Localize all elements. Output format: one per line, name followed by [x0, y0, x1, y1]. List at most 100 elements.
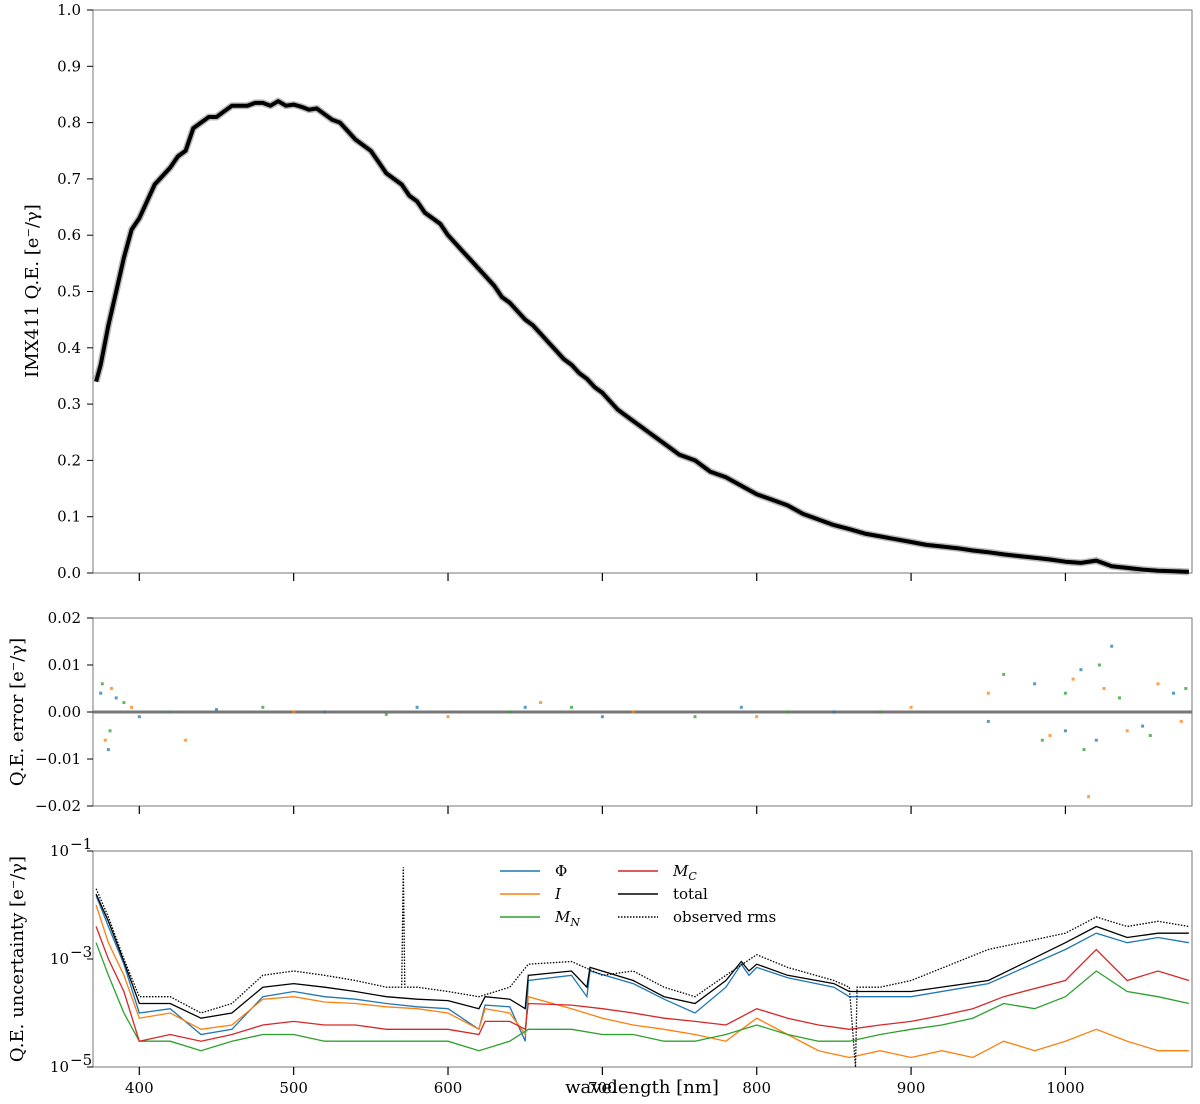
top-panel-ytick-label: 0.6 — [57, 226, 81, 244]
middle-panel-point-0-15 — [1094, 738, 1098, 742]
middle-panel-point-2-16 — [1118, 696, 1121, 700]
top-panel-ytick-label: 1.0 — [57, 1, 81, 19]
top-panel-frame — [92, 9, 1193, 574]
middle-panel-point-2-15 — [1097, 663, 1101, 667]
bottom-panel-xtick-label: 500 — [279, 1079, 308, 1097]
middle-panel-point-0-17 — [1141, 724, 1145, 728]
middle-panel-point-1-0 — [103, 738, 107, 742]
middle-panel-point-0-18 — [1172, 691, 1175, 695]
legend-label-4: total — [673, 885, 708, 903]
top-panel-ytick-label: 0.8 — [57, 114, 81, 132]
top-panel-ytick-label: 0.7 — [57, 170, 81, 188]
middle-panel-point-0-1 — [106, 748, 110, 752]
bottom-panel-xtick-label: 900 — [897, 1079, 926, 1097]
middle-panel-point-0-7 — [523, 705, 527, 709]
middle-panel-point-0-0 — [99, 691, 103, 695]
middle-panel-point-2-18 — [1184, 687, 1188, 690]
top-panel-ytick-label: 0.4 — [57, 339, 81, 357]
bottom-panel-series-5 — [95, 867, 1190, 1068]
middle-panel-point-2-1 — [108, 729, 112, 733]
top-panel-ytick-label: 0.1 — [57, 508, 81, 526]
top-panel-series-layer — [92, 97, 1190, 576]
middle-panel-ytick-label: −0.01 — [35, 750, 81, 768]
bottom-panel-series-1 — [95, 904, 1189, 1059]
middle-panel-point-0-3 — [137, 715, 141, 719]
middle-panel-point-2-9 — [786, 710, 790, 714]
bottom-panel-xtick-label: 700 — [588, 1079, 617, 1097]
middle-panel-point-0-10 — [832, 710, 836, 714]
top-panel-ytick-label: 0.5 — [57, 283, 81, 301]
middle-panel-point-0-8 — [600, 715, 604, 719]
middle-panel-point-1-8 — [755, 715, 759, 719]
middle-panel-point-2-6 — [508, 710, 512, 714]
middle-panel-point-2-3 — [168, 710, 172, 714]
middle-panel-point-2-7 — [570, 705, 573, 709]
middle-panel-point-0-13 — [1063, 729, 1067, 733]
middle-panel-point-1-6 — [539, 701, 543, 705]
middle-panel-point-1-14 — [1102, 687, 1106, 690]
middle-panel-point-1-17 — [1179, 719, 1183, 723]
middle-panel-ytick-label: 0.01 — [48, 656, 81, 674]
top-panel: 0.0 0.1 0.2 0.3 0.4 0.5 0.6 0.7 0.8 0.9 1.0 IMX411… — [22, 1, 1193, 582]
top-panel-ytick-label: 0.2 — [57, 451, 81, 469]
middle-panel-point-1-11 — [1048, 734, 1052, 737]
top-panel-series-shadow — [92, 97, 1190, 576]
middle-panel-series-layer — [93, 644, 1192, 799]
bottom-panel-series-layer — [95, 867, 1190, 1068]
top-panel-ytick-label: 0.3 — [57, 395, 81, 413]
middle-panel-ytick-label: 0.00 — [48, 703, 81, 721]
middle-panel-point-0-11 — [986, 719, 990, 723]
top-panel-ylabel: IMX411 Q.E. [e⁻/γ] — [22, 204, 43, 378]
middle-panel-point-0-5 — [323, 710, 326, 714]
middle-panel-point-0-12 — [1033, 682, 1037, 686]
middle-panel-point-0-9 — [739, 705, 743, 709]
middle-panel-point-0-4 — [215, 708, 218, 712]
middle-panel-point-2-2 — [122, 701, 126, 705]
bottom-panel-series-4 — [95, 893, 1189, 1019]
bottom-panel-series-0 — [95, 895, 1190, 1042]
middle-panel-point-2-12 — [1040, 738, 1044, 742]
middle-panel-point-0-16 — [1110, 644, 1114, 648]
middle-panel-point-1-4 — [292, 710, 296, 714]
bottom-panel-frame — [92, 850, 1193, 1068]
top-panel-ytick-label: 0.0 — [57, 564, 81, 582]
bottom-panel-ytick-label: 10 — [50, 842, 69, 860]
top-panel-series-line — [94, 99, 1189, 574]
middle-panel-point-1-3 — [184, 738, 188, 742]
bottom-panel-xtick-label: 400 — [125, 1079, 154, 1097]
legend-label-0: Φ — [555, 862, 567, 880]
middle-panel-point-0-2 — [114, 696, 118, 700]
bottom-panel-series-2 — [95, 942, 1190, 1052]
middle-panel-point-2-4 — [261, 705, 265, 709]
legend-label-1: I — [554, 885, 562, 903]
middle-panel-ytick-label: 0.02 — [48, 609, 81, 627]
middle-panel-point-1-1 — [110, 687, 113, 690]
middle-panel-point-1-10 — [986, 691, 990, 695]
bottom-panel-series-3 — [95, 926, 1190, 1042]
middle-panel-ticks-layer: −0.02 −0.01 0.00 0.01 0.02 — [35, 609, 1067, 815]
bottom-panel-xtick-label: 800 — [742, 1079, 771, 1097]
bottom-panel-ytick-label: 10 — [50, 1058, 69, 1076]
bottom-panel-ytick-exponent: −3 — [70, 943, 92, 961]
middle-panel-point-1-16 — [1156, 682, 1160, 686]
bottom-panel-xtick-label: 1000 — [1046, 1079, 1084, 1097]
middle-panel-point-1-5 — [446, 715, 450, 719]
bottom-panel-ytick-label: 10 — [50, 950, 69, 968]
middle-panel-point-2-17 — [1148, 734, 1152, 737]
legend: ΦI MN MC total observed rms — [500, 862, 776, 929]
middle-panel-point-2-0 — [100, 682, 104, 686]
middle-panel-point-1-12 — [1071, 677, 1075, 681]
bottom-panel-xtick-label: 600 — [434, 1079, 463, 1097]
middle-panel-ytick-label: −0.02 — [35, 797, 81, 815]
middle-panel-ylabel: Q.E. error [e⁻/γ] — [7, 638, 28, 786]
bottom-panel-ytick-exponent: −5 — [70, 1051, 92, 1069]
middle-panel-point-1-13 — [1087, 795, 1091, 799]
middle-panel-point-1-2 — [130, 705, 134, 709]
legend-label-3: MC — [672, 862, 697, 883]
middle-panel-point-2-5 — [384, 712, 388, 716]
bottom-panel-ylabel: Q.E. uncertainty [e⁻/γ] — [7, 856, 28, 1062]
bottom-panel-ytick-exponent: −1 — [70, 835, 92, 853]
middle-panel-point-1-9 — [909, 705, 913, 709]
